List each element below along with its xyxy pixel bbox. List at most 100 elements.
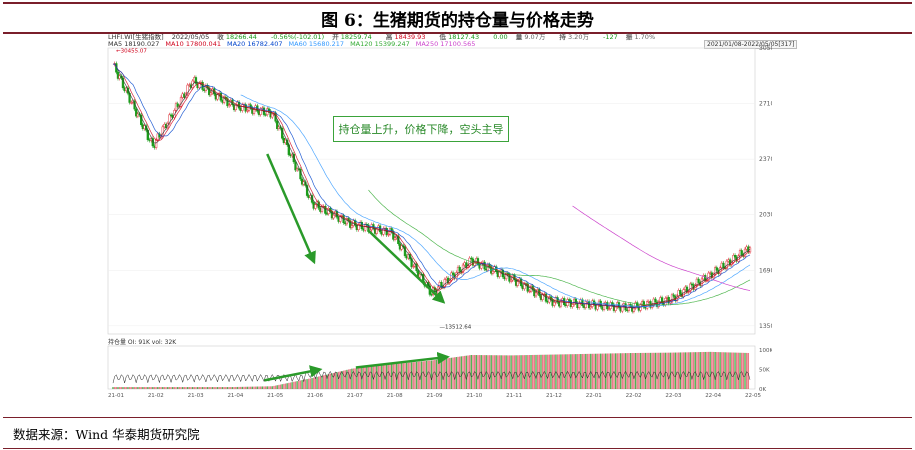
oi-bar [487,355,489,389]
price-candle [670,294,674,303]
oi-bar [221,387,224,389]
oi-bar [203,387,205,389]
oi-bar [653,352,655,389]
oi-bar [369,366,371,389]
oi-bar [672,352,675,389]
oi-bar [231,387,234,389]
oi-bar [176,387,179,389]
oi-bar [651,352,653,389]
oi-bar [296,381,298,389]
price-candle [375,228,378,234]
price-candle [382,228,385,235]
price-candle [387,233,390,236]
oi-bar [533,354,536,389]
oi-bar [271,386,273,389]
oi-bar [493,355,496,389]
oi-bar [278,384,280,389]
price-candle [227,104,231,107]
ma-line-ma10 [112,63,751,309]
oi-bar [132,387,134,389]
oi-bar [711,351,713,389]
x-tick-label: 21-07 [347,393,363,399]
oi-bar [294,381,297,389]
oi-bar [145,387,147,389]
oi-bar [379,365,381,389]
oi-bar [415,361,418,389]
oi-bar [714,352,716,389]
oi-bar [208,387,210,389]
oi-bar [545,354,547,389]
oi-bar [732,352,735,389]
oi-bar [687,352,690,389]
oi-bar [719,352,721,389]
oi-value: 3.20万 [567,33,589,41]
oi-bar [696,352,698,389]
oi-bar [356,368,358,389]
oi-bar [269,386,272,389]
oi-bar [220,387,222,389]
ma-line-ma5 [112,63,751,309]
oi-bar [205,387,207,389]
oi-y-tick-label: 0K [759,387,766,393]
oi-bar [127,387,129,389]
oi-bar [259,386,262,389]
price-candle [209,92,213,96]
oi-bar [736,352,738,389]
oi-bar [281,384,283,389]
price-candle [689,283,692,292]
high-value: 18439.93 [394,33,426,41]
oi-bar [691,352,693,389]
oi-bar [395,363,398,389]
oi-bar [616,353,618,389]
oi-bar [518,355,521,389]
oi-bar [744,352,746,389]
price-candle [568,299,571,301]
x-tick-label: 21-11 [506,393,522,399]
oi-bar [467,355,469,389]
oi-bar [148,387,151,389]
oi-bar [253,386,255,389]
y-tick-label: 23700 [759,156,772,163]
price-candle [534,292,538,297]
oi-bar [230,387,232,389]
oi-bar [135,387,137,389]
oi-bar [206,387,209,389]
oi-bar [478,355,481,389]
oi-bar [152,387,154,389]
oi-bar [530,354,532,389]
oi-bar [382,365,385,389]
oi-bar [488,355,491,389]
oi-bar [522,355,524,389]
oi-bar [251,386,254,389]
oi-bar [639,352,642,389]
ma-legend-ma250: MA250 17100.565 [415,40,476,48]
oi-bar [138,387,141,389]
oi-bar [664,352,667,389]
oi-bar [190,387,192,389]
oi-bar [661,352,663,389]
price-candle [252,109,256,114]
figure-title-bar: 图 6：生猪期货的持仓量与价格走势 [3,2,912,34]
oi-bar [681,352,683,389]
oi-bar [686,352,688,389]
oi-bar [558,354,560,389]
x-tick-label: 21-12 [546,393,562,399]
oi-bar [540,354,542,389]
oi-bar [709,351,711,389]
oi-bar [240,386,242,389]
oi-bar [583,353,585,389]
date-range-selector[interactable]: 2021/01/08-2022/05/05[317] [704,40,798,49]
oi-bar [585,353,587,389]
oi-bar [575,354,577,389]
price-candle [672,294,675,297]
oi-bar [608,353,610,389]
oi-change: -127 [603,33,618,41]
oi-bar [213,387,215,389]
oi-bar [546,354,549,389]
price-candle [305,185,309,196]
oi-bar [437,359,439,389]
price-candle [130,102,133,104]
oi-bar [551,354,554,389]
oi-bar [571,354,574,389]
oi-bar [397,363,400,389]
